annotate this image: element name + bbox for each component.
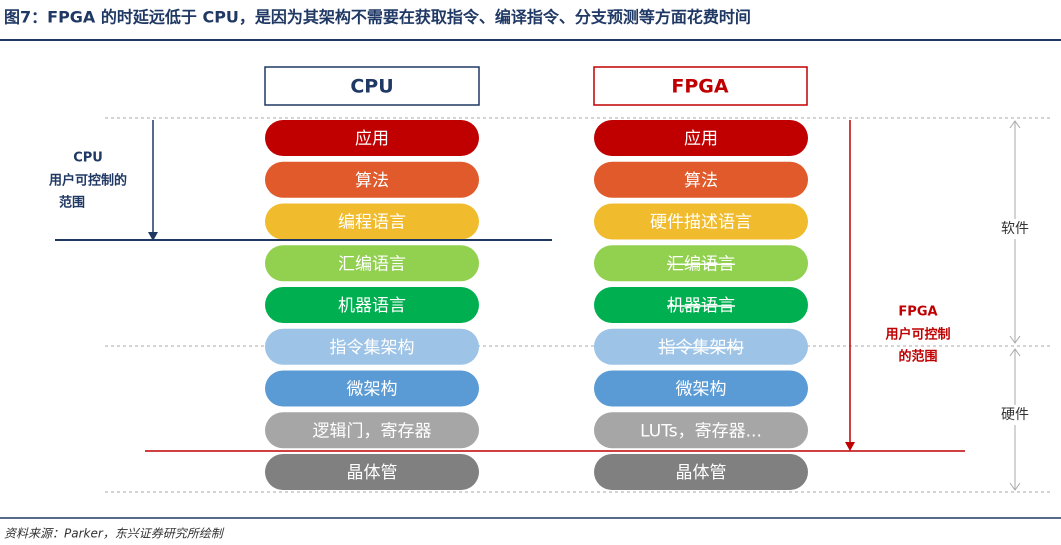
layer-label: 晶体管 xyxy=(676,463,727,483)
layer-label: 硬件描述语言 xyxy=(650,213,752,233)
fpga-header: FPGA xyxy=(671,76,728,98)
layer-label: 机器语言 xyxy=(338,296,406,316)
cpu-header: CPU xyxy=(350,76,393,98)
layer-pill xyxy=(594,328,808,365)
layer-pill xyxy=(265,454,479,490)
layer-pill xyxy=(594,120,808,156)
fpga-scope-label: FPGA xyxy=(898,305,937,320)
layer-pill xyxy=(265,203,479,240)
layer-label: 算法 xyxy=(355,171,389,191)
layer-pill xyxy=(594,287,808,323)
layer-pill xyxy=(265,328,479,365)
arrowheads xyxy=(1009,120,1021,344)
layer-label: 汇编语言 xyxy=(338,254,406,274)
layer-pill xyxy=(265,287,479,323)
source: 资料来源：Parker，东兴证券研究所绘制 xyxy=(4,527,225,541)
hardware-label: 硬件 xyxy=(1001,407,1029,423)
layer-label: 晶体管 xyxy=(347,463,398,483)
fpga-scope-label: 用户可控制 xyxy=(884,327,950,343)
layer-pill xyxy=(594,203,808,240)
layer-label: 应用 xyxy=(355,129,389,149)
fpga-header-box xyxy=(593,66,808,106)
layer-label: 编程语言 xyxy=(338,213,406,233)
software-label: 软件 xyxy=(1001,221,1029,237)
layer-label: 逻辑门，寄存器 xyxy=(313,421,432,441)
label-bg xyxy=(995,405,1035,425)
layer-pill xyxy=(594,245,808,282)
layer-pill xyxy=(265,412,479,449)
layer-label: LUTs，寄存器... xyxy=(640,421,762,441)
layer-pill xyxy=(265,245,479,282)
fpga-scope-label: 的范围 xyxy=(898,349,937,365)
cpu-scope-label: CPU xyxy=(73,151,103,166)
layers: 应用算法编程语言汇编语言机器语言指令集架构微架构逻辑门，寄存器晶体管应用算法硬件… xyxy=(265,120,808,490)
cpu-arrowhead xyxy=(148,232,158,241)
layer-pill xyxy=(265,120,479,156)
layer-label: 指令集架构 xyxy=(330,338,415,358)
cpu-header-box xyxy=(264,66,480,106)
layer-label: 微架构 xyxy=(347,380,398,400)
layer-pill xyxy=(265,370,479,407)
title: 图7：FPGA 的时延远低于 CPU，是因为其架构不需要在获取指令、编译指令、分… xyxy=(4,8,751,27)
layer-pill xyxy=(594,412,808,449)
layer-label: 应用 xyxy=(684,129,718,149)
cpu-scope-label: 范围 xyxy=(59,195,85,211)
layer-label: 微架构 xyxy=(676,380,727,400)
label-bg xyxy=(995,219,1035,239)
fpga-arrowhead xyxy=(845,442,855,451)
layer-label: 算法 xyxy=(684,171,718,191)
layer-pill xyxy=(594,161,808,198)
layer-pill xyxy=(265,161,479,198)
layer-pill xyxy=(594,370,808,407)
layer-pill xyxy=(594,454,808,490)
cpu-scope-label: 用户可控制的 xyxy=(48,173,127,189)
arrowheads xyxy=(1009,348,1021,491)
